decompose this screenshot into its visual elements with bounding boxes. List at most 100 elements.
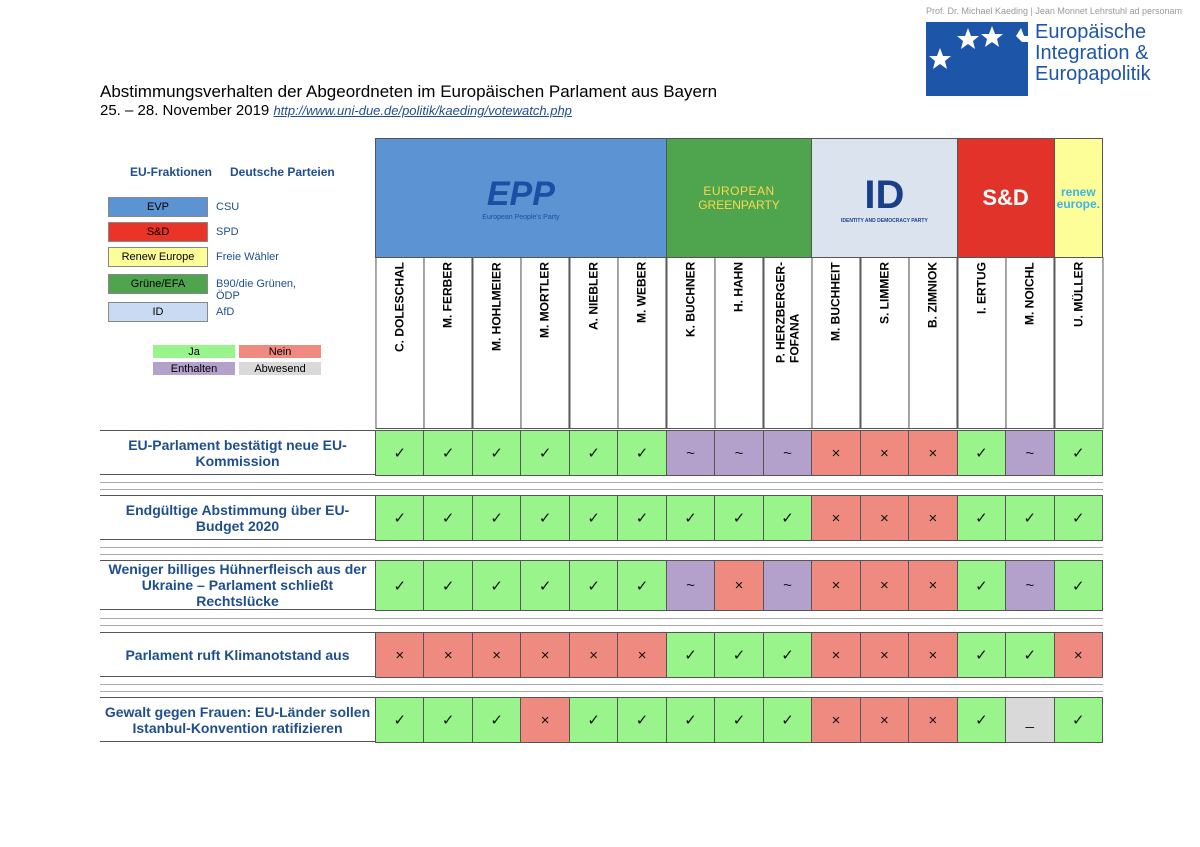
group-header: EUROPEAN GREENPARTY bbox=[665, 138, 813, 258]
vote-cell: ✓ bbox=[423, 430, 473, 476]
vote-cell: ✓ bbox=[568, 697, 619, 743]
legend-heading: Deutsche Parteien bbox=[230, 165, 335, 179]
vote-cell: ✓ bbox=[956, 430, 1007, 476]
vote-cell: × bbox=[859, 430, 910, 476]
vote-cell: × bbox=[811, 697, 861, 743]
member-name: U. MÜLLER bbox=[1053, 257, 1104, 429]
vote-cell: ✓ bbox=[665, 697, 716, 743]
vote-cell: ~ bbox=[1005, 560, 1055, 611]
vote-cell: ✓ bbox=[423, 697, 473, 743]
vote-legend: Enthalten bbox=[153, 362, 235, 375]
member-name: S. LIMMER bbox=[859, 257, 910, 429]
legend-party: B90/die Grünen, ÖDP bbox=[216, 278, 297, 302]
vote-cell: ✓ bbox=[568, 495, 619, 541]
vote-cell: ✓ bbox=[762, 632, 813, 678]
group-header: S&D bbox=[956, 138, 1055, 258]
vote-cell: ✓ bbox=[665, 495, 716, 541]
vote-cell: × bbox=[520, 697, 570, 743]
group-header: EPP European People's Party bbox=[375, 138, 667, 258]
vote-cell: ✓ bbox=[1053, 560, 1104, 611]
vote-cell: ✓ bbox=[471, 697, 522, 743]
vote-cell: ✓ bbox=[520, 430, 570, 476]
vote-cell: × bbox=[714, 560, 764, 611]
vote-cell: × bbox=[568, 632, 619, 678]
vote-title: Weniger billiges Hühnerfleisch aus der U… bbox=[100, 560, 375, 610]
legend-box: ID bbox=[108, 302, 208, 322]
member-name: I. ERTUG bbox=[956, 257, 1007, 429]
vote-cell: ✓ bbox=[617, 697, 667, 743]
vote-cell: × bbox=[908, 430, 958, 476]
group-logo-text: S&D bbox=[982, 185, 1029, 210]
vote-title: Endgültige Abstimmung über EU-Budget 202… bbox=[100, 495, 375, 540]
legend-party: AfD bbox=[216, 306, 235, 318]
credit: Prof. Dr. Michael Kaeding | Jean Monnet … bbox=[926, 6, 1182, 16]
vote-cell: ✓ bbox=[956, 495, 1007, 541]
vote-legend: Nein bbox=[239, 345, 321, 358]
group-logo-text: ID bbox=[864, 172, 905, 217]
member-name: M. FERBER bbox=[423, 257, 473, 429]
vote-cell: ~ bbox=[1005, 430, 1055, 476]
member-name: M. MORTLER bbox=[520, 257, 570, 429]
legend-heading: EU-Fraktionen bbox=[130, 165, 213, 179]
vote-cell: ✓ bbox=[423, 560, 473, 611]
vote-cell: × bbox=[908, 697, 958, 743]
vote-title: EU-Parlament bestätigt neue EU-Kommissio… bbox=[100, 430, 375, 475]
vote-cell: ✓ bbox=[471, 495, 522, 541]
vote-cell: ✓ bbox=[762, 495, 813, 541]
vote-legend: Ja bbox=[153, 345, 235, 358]
vote-cell: × bbox=[908, 632, 958, 678]
vote-cell: ✓ bbox=[375, 560, 425, 611]
spacer-row bbox=[100, 481, 1104, 490]
legend-box: Grüne/EFA bbox=[108, 274, 208, 294]
vote-cell: × bbox=[811, 632, 861, 678]
vote-cell: ~ bbox=[762, 560, 813, 611]
vote-cell: ✓ bbox=[1005, 632, 1055, 678]
legend-box: Renew Europe bbox=[108, 247, 208, 267]
member-name: A. NIEBLER bbox=[568, 257, 619, 429]
logo-stars bbox=[929, 26, 1028, 69]
member-name: M. BUCHHEIT bbox=[811, 257, 861, 429]
vote-legend: Abwesend bbox=[239, 362, 321, 375]
vote-cell: ✓ bbox=[568, 430, 619, 476]
vote-cell: × bbox=[1053, 632, 1104, 678]
vote-cell: ✓ bbox=[714, 697, 764, 743]
vote-cell: ~ bbox=[762, 430, 813, 476]
vote-title: Parlament ruft Klimanotstand aus bbox=[100, 632, 375, 677]
group-logo-text: europe. bbox=[1056, 197, 1100, 211]
vote-cell: ✓ bbox=[471, 560, 522, 611]
group-header: ID IDENTITY AND DEMOCRACY PARTY bbox=[811, 138, 958, 258]
vote-cell: × bbox=[908, 560, 958, 611]
group-header: renew europe. bbox=[1053, 138, 1104, 258]
vote-cell: ✓ bbox=[956, 697, 1007, 743]
vote-cell: ✓ bbox=[617, 430, 667, 476]
logo-line: Europäische bbox=[1035, 21, 1147, 43]
group-logo-text: IDENTITY AND DEMOCRACY PARTY bbox=[841, 217, 928, 224]
vote-cell: × bbox=[859, 697, 910, 743]
vote-cell: ✓ bbox=[375, 697, 425, 743]
logo-line: Europapolitik bbox=[1035, 63, 1151, 85]
legend-party: CSU bbox=[216, 201, 240, 213]
legend-box: S&D bbox=[108, 222, 208, 242]
spacer-row bbox=[100, 683, 1104, 692]
member-name: H. HAHN bbox=[714, 257, 764, 429]
member-name: M. HOHLMEIER bbox=[471, 257, 522, 429]
vote-cell: ✓ bbox=[1053, 430, 1104, 476]
legend-party: Freie Wähler bbox=[216, 251, 279, 263]
subtitle: 25. – 28. November 2019 http://www.uni-d… bbox=[100, 102, 572, 119]
vote-cell: × bbox=[859, 632, 910, 678]
url[interactable]: http://www.uni-due.de/politik/kaeding/vo… bbox=[273, 103, 572, 118]
vote-cell: ✓ bbox=[956, 560, 1007, 611]
legend-party: SPD bbox=[216, 226, 239, 238]
member-name: K. BUCHNER bbox=[665, 257, 716, 429]
spacer-row bbox=[100, 546, 1104, 555]
member-name: C. DOLESCHAL bbox=[375, 257, 425, 429]
vote-cell: ✓ bbox=[617, 495, 667, 541]
vote-cell: ✓ bbox=[375, 495, 425, 541]
vote-cell: _ bbox=[1005, 697, 1055, 743]
vote-cell: ~ bbox=[665, 560, 716, 611]
vote-cell: ✓ bbox=[375, 430, 425, 476]
vote-cell: ✓ bbox=[471, 430, 522, 476]
vote-cell: ✓ bbox=[956, 632, 1007, 678]
member-name: P. HERZBERGER- FOFANA bbox=[762, 257, 813, 429]
